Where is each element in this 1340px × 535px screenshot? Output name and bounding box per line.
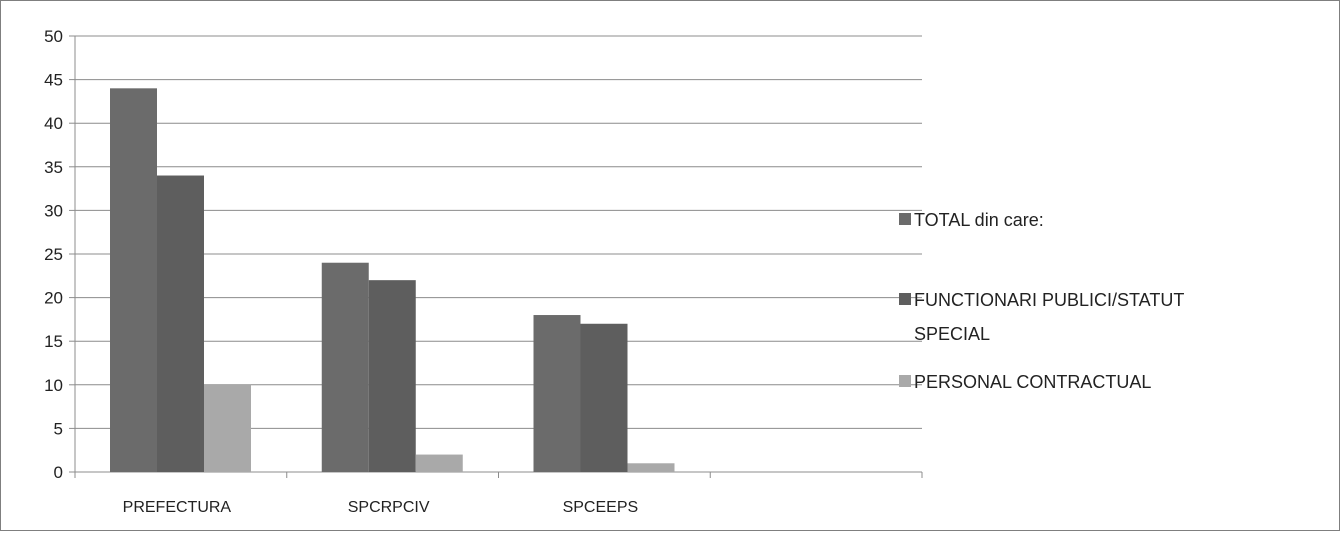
legend-swatch [899, 213, 911, 225]
legend-label: SPECIAL [914, 324, 990, 344]
legend: TOTAL din care: FUNCTIONARI PUBLICI/STATU… [899, 210, 1184, 392]
legend-label: TOTAL din care: [914, 210, 1044, 230]
bar-prefectura-series-2 [157, 175, 204, 472]
x-tick-labels: PREFECTURA SPCRPCIV SPCEEPS [123, 499, 639, 516]
legend-swatch [899, 293, 911, 305]
legend-swatch [899, 375, 911, 387]
bar-spcrpciv-series-2 [368, 280, 416, 472]
bar-prefectura-series-3 [204, 384, 251, 472]
x-tick-label: SPCRPCIV [348, 499, 430, 516]
y-tick-label: 45 [44, 71, 63, 90]
legend-item: FUNCTIONARI PUBLICI/STATUT SPECIAL [899, 290, 1184, 344]
x-tick-label: PREFECTURA [123, 499, 232, 516]
bar-prefectura-series-1 [110, 88, 157, 472]
bar-spceeps-series-1 [533, 315, 581, 472]
legend-label: FUNCTIONARI PUBLICI/STATUT [914, 290, 1184, 310]
bar-spcrpciv-series-3 [415, 454, 463, 472]
y-tick-label: 30 [44, 201, 63, 220]
y-tick-label: 10 [44, 376, 63, 395]
legend-label: PERSONAL CONTRACTUAL [914, 372, 1151, 392]
bar-spcrpciv-series-1 [321, 262, 369, 472]
y-tick-label: 35 [44, 158, 63, 177]
y-tick-label: 50 [44, 27, 63, 46]
y-tick-label: 0 [54, 463, 63, 482]
bar-spceeps-series-3 [627, 463, 675, 472]
legend-item: PERSONAL CONTRACTUAL [899, 372, 1151, 392]
bar-spceeps-series-2 [580, 323, 628, 472]
y-tick-label: 40 [44, 114, 63, 133]
axes [69, 35, 923, 478]
y-tick-label: 20 [44, 289, 63, 308]
y-tick-label: 25 [44, 245, 63, 264]
bars [110, 88, 675, 472]
y-tick-label: 5 [54, 419, 63, 438]
x-tick-label: SPCEEPS [563, 499, 639, 516]
y-tick-label: 15 [44, 332, 63, 351]
y-tick-labels: 0 5 10 15 20 25 30 35 40 45 50 [44, 27, 63, 482]
legend-item: TOTAL din care: [899, 210, 1044, 230]
